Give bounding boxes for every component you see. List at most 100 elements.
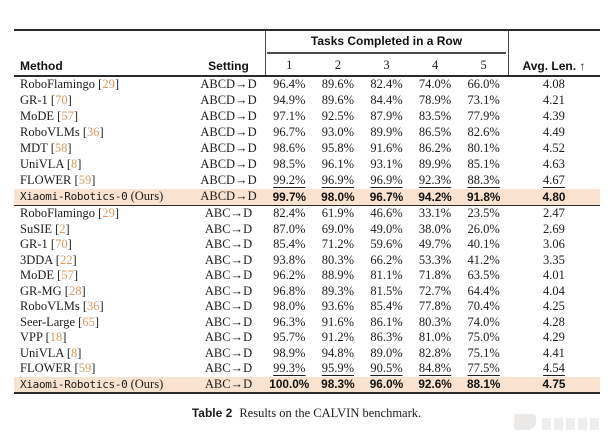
table-row: UniVLA [8] ABC→D 98.9% 94.8% 89.0% 82.8%… <box>14 346 600 362</box>
tasks-4-cell: 78.9% <box>418 93 452 107</box>
tasks-3-cell: 96.9% <box>370 173 403 187</box>
avg-len-cell: 2.69 <box>543 221 565 236</box>
method-cell: VPP [18] <box>20 330 67 345</box>
tasks-3-cell: 90.5% <box>370 361 403 376</box>
tasks-2-cell: 98.0% <box>321 189 355 204</box>
setting-cell: ABCD→D <box>200 93 257 107</box>
avg-len-cell: 4.01 <box>543 268 565 283</box>
tasks-3-cell: 49.0% <box>370 221 403 236</box>
table-row: Xiaomi-Robotics-0 (Ours) ABC→D 100.0% 98… <box>14 376 600 392</box>
avg-len-cell: 4.49 <box>543 125 565 139</box>
tasks-5-cell: 41.2% <box>467 252 500 267</box>
tasks-1-cell: 96.2% <box>273 268 306 283</box>
column-header-task-1: 1 <box>286 57 293 72</box>
block-separator-rule <box>14 204 600 206</box>
tasks-3-cell: 84.4% <box>370 93 403 107</box>
method-cell: MDT [58] <box>20 141 72 155</box>
tasks-4-cell: 89.9% <box>418 157 452 171</box>
tasks-2-cell: 89.6% <box>321 77 355 91</box>
tasks-1-cell: 99.2% <box>273 173 306 187</box>
avg-len-cell: 3.06 <box>543 237 565 252</box>
setting-cell: ABC→D <box>204 376 253 391</box>
tasks-5-cell: 77.5% <box>467 361 500 376</box>
tasks-5-cell: 80.1% <box>467 141 500 155</box>
table-bottom-rule <box>14 392 600 394</box>
tasks-5-cell: 40.1% <box>467 237 500 252</box>
method-cell: GR-1 [70] <box>20 237 72 252</box>
method-cell: RoboFlamingo [29] <box>20 77 119 91</box>
avg-len-cell: 2.47 <box>543 206 565 221</box>
table-row: GR-1 [70] ABCD→D 94.9% 89.6% 84.4% 78.9%… <box>14 93 600 109</box>
caption-text: Results on the CALVIN benchmark. <box>239 406 422 420</box>
tasks-4-cell: 81.0% <box>418 330 452 345</box>
avg-len-cell: 4.21 <box>543 93 565 107</box>
table-row: MDT [58] ABCD→D 98.6% 95.8% 91.6% 86.2% … <box>14 141 600 157</box>
tasks-2-cell: 95.9% <box>321 361 355 376</box>
tasks-2-cell: 96.1% <box>321 157 355 171</box>
tasks-1-cell: 98.0% <box>273 299 306 314</box>
tasks-5-cell: 74.0% <box>467 314 500 329</box>
method-cell: RoboVLMs [36] <box>20 125 104 139</box>
table-top-rule <box>14 29 600 31</box>
method-cell: 3DDA [22] <box>20 252 77 267</box>
tasks-4-cell: 33.1% <box>418 206 452 221</box>
tasks-4-cell: 71.8% <box>418 268 452 283</box>
tasks-3-cell: 66.2% <box>370 252 403 267</box>
method-cell: GR-1 [70] <box>20 93 72 107</box>
table-row: RoboFlamingo [29] ABCD→D 96.4% 89.6% 82.… <box>14 77 600 93</box>
tasks-5-cell: 88.1% <box>466 377 501 392</box>
tasks-5-cell: 26.0% <box>467 221 500 236</box>
table-row: FLOWER [59] ABCD→D 99.2% 96.9% 96.9% 92.… <box>14 173 600 189</box>
table-row: UniVLA [8] ABCD→D 98.5% 96.1% 93.1% 89.9… <box>14 157 600 173</box>
method-cell: SuSIE [2] <box>20 221 70 236</box>
tasks-2-cell: 96.9% <box>321 173 355 187</box>
tasks-2-cell: 69.0% <box>321 221 355 236</box>
avg-len-cell: 4.54 <box>543 361 565 376</box>
tasks-3-cell: 85.4% <box>370 299 403 314</box>
tasks-1-cell: 85.4% <box>273 237 306 252</box>
table-row: RoboVLMs [36] ABCD→D 96.7% 93.0% 89.9% 8… <box>14 125 600 141</box>
header-bottom-rule <box>14 74 600 77</box>
tasks-group-header: Tasks Completed in a Row <box>310 33 463 48</box>
results-table: Tasks Completed in a Row Method Setting … <box>14 29 600 394</box>
avg-len-cell: 4.04 <box>543 283 565 298</box>
setting-cell: ABC→D <box>204 314 253 329</box>
setting-cell: ABC→D <box>204 206 253 221</box>
tasks-3-cell: 86.1% <box>370 314 403 329</box>
tasks-1-cell: 98.9% <box>273 345 306 360</box>
table-row: VPP [18] ABC→D 95.7% 91.2% 86.3% 81.0% 7… <box>14 330 600 346</box>
table-row: MoDE [57] ABC→D 96.2% 88.9% 81.1% 71.8% … <box>14 268 600 284</box>
avg-len-cell: 4.29 <box>543 330 565 345</box>
tasks-5-cell: 75.1% <box>467 345 500 360</box>
tasks-4-cell: 53.3% <box>418 252 452 267</box>
column-header-task-5: 5 <box>480 57 487 72</box>
method-cell: Xiaomi-Robotics-0 (Ours) <box>20 376 164 391</box>
setting-cell: ABCD→D <box>200 157 257 171</box>
tasks-5-cell: 63.5% <box>467 268 500 283</box>
watermark-glyphs <box>542 418 599 430</box>
tasks-2-cell: 92.5% <box>321 109 355 123</box>
method-cell: RoboFlamingo [29] <box>20 206 119 221</box>
setting-cell: ABC→D <box>204 268 253 283</box>
tasks-2-cell: 98.3% <box>321 377 355 392</box>
tasks-3-cell: 89.9% <box>370 125 403 139</box>
tasks-3-cell: 46.6% <box>370 206 403 221</box>
tasks-3-cell: 81.5% <box>370 283 403 298</box>
setting-cell: ABC→D <box>204 221 253 236</box>
tasks-5-cell: 64.4% <box>467 283 500 298</box>
tasks-1-cell: 96.7% <box>273 125 306 139</box>
tasks-5-cell: 88.3% <box>467 173 500 187</box>
tasks-2-cell: 93.0% <box>321 125 355 139</box>
setting-cell: ABC→D <box>204 361 253 376</box>
tasks-3-cell: 87.9% <box>370 109 403 123</box>
tasks-4-cell: 72.7% <box>418 283 452 298</box>
tasks-1-cell: 87.0% <box>273 221 306 236</box>
table-row: GR-MG [28] ABC→D 96.8% 89.3% 81.5% 72.7%… <box>14 284 600 300</box>
tasks-1-cell: 82.4% <box>273 206 306 221</box>
avg-len-cell: 4.08 <box>543 77 565 91</box>
setting-cell: ABCD→D <box>200 77 257 91</box>
method-cell: MoDE [57] <box>20 268 78 283</box>
tasks-3-cell: 91.6% <box>370 141 403 155</box>
tasks-2-cell: 95.8% <box>321 141 355 155</box>
tasks-4-cell: 38.0% <box>418 221 452 236</box>
